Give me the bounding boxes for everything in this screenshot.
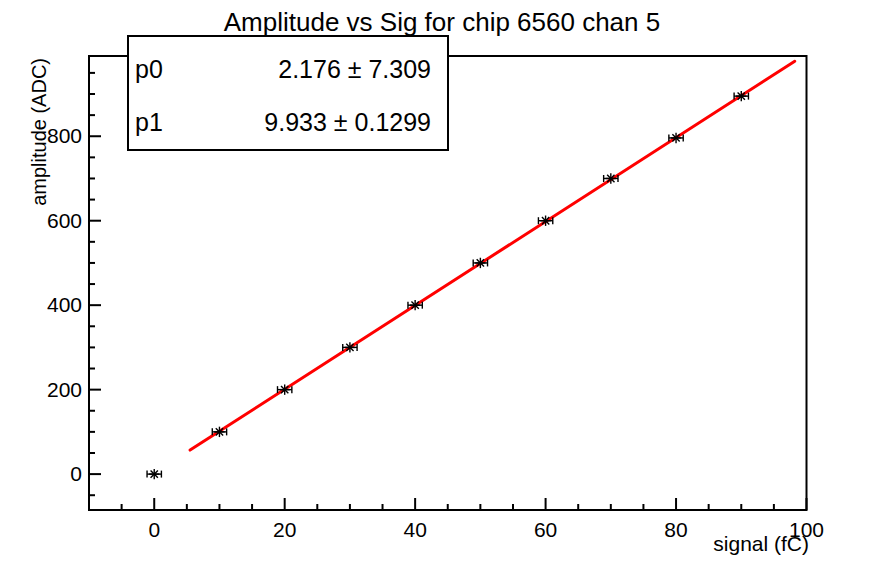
stats-param-name: p1 — [135, 110, 163, 135]
fit-stats-box: p0 2.176 ± 7.309 p1 9.933 ± 0.1299 — [127, 35, 449, 151]
x-tick-label: 20 — [273, 518, 296, 541]
y-axis-title: amplitude (ADC) — [28, 58, 50, 206]
y-tick-label: 0 — [70, 462, 82, 485]
y-tick-label: 200 — [47, 378, 82, 401]
y-tick-label: 600 — [47, 209, 82, 232]
x-tick-label: 0 — [148, 518, 160, 541]
root-canvas: 8006004002000100806040200 Amplitude vs S… — [0, 0, 896, 572]
stats-param-name: p0 — [135, 57, 163, 82]
x-axis-title: signal (fC) — [713, 532, 809, 555]
y-tick-label: 400 — [47, 293, 82, 316]
stats-param-value: 9.933 ± 0.1299 — [264, 110, 431, 135]
plot-title: Amplitude vs Sig for chip 6560 chan 5 — [224, 7, 660, 37]
y-tick-label: 800 — [47, 124, 82, 147]
x-tick-label: 80 — [664, 518, 687, 541]
stats-row-p1: p1 9.933 ± 0.1299 — [135, 110, 431, 135]
x-tick-label: 60 — [534, 518, 557, 541]
stats-param-value: 2.176 ± 7.309 — [278, 57, 431, 82]
stats-row-p0: p0 2.176 ± 7.309 — [135, 57, 431, 82]
x-tick-label: 40 — [403, 518, 426, 541]
